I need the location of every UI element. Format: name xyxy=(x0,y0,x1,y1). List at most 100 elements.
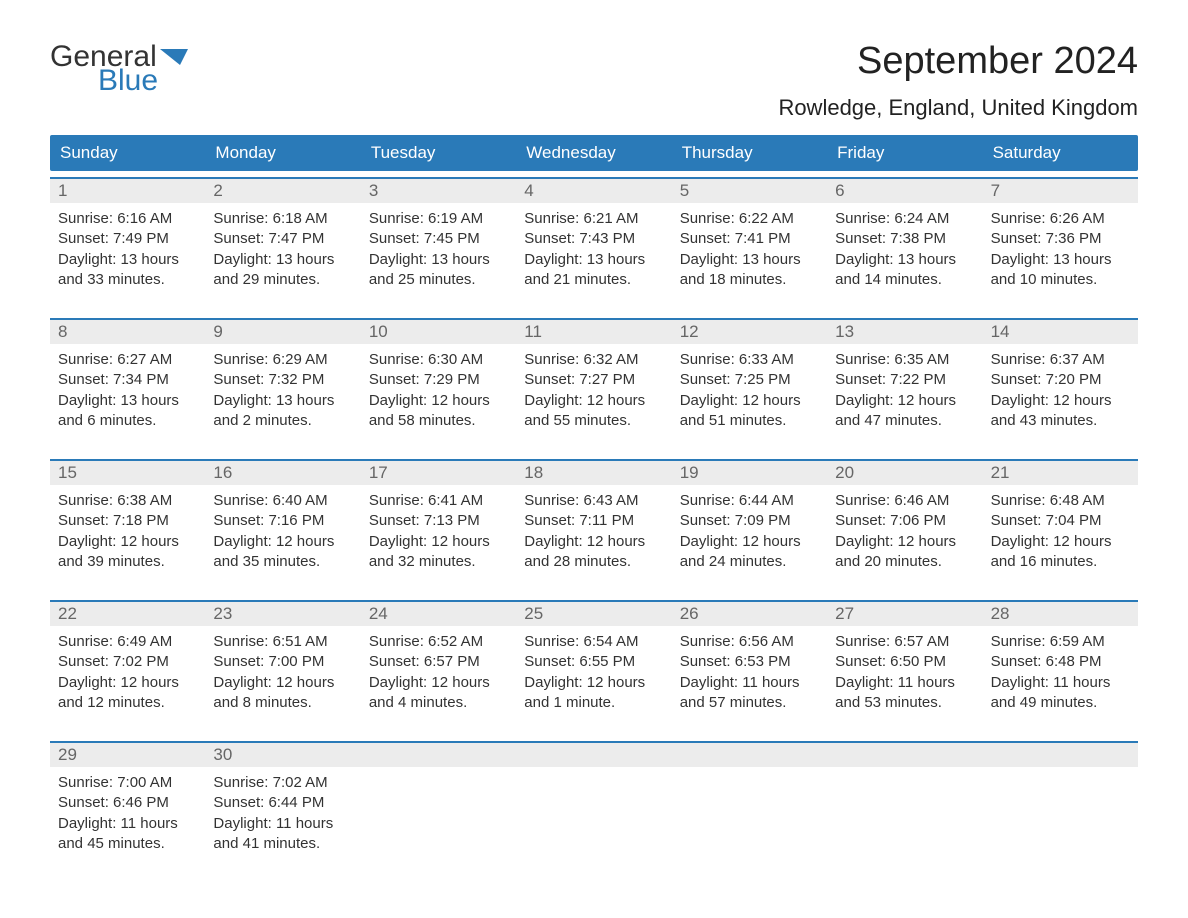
daylight-line-1: Daylight: 12 hours xyxy=(524,532,663,552)
daylight-line-2: and 14 minutes. xyxy=(835,270,974,290)
sunset-line: Sunset: 6:46 PM xyxy=(58,793,197,813)
weekday-wednesday: Wednesday xyxy=(516,135,671,171)
daylight-line-2: and 58 minutes. xyxy=(369,411,508,431)
weekday-friday: Friday xyxy=(827,135,982,171)
day-content: Sunrise: 6:40 AMSunset: 7:16 PMDaylight:… xyxy=(205,485,360,594)
daylight-line-2: and 45 minutes. xyxy=(58,834,197,854)
day-content: Sunrise: 6:22 AMSunset: 7:41 PMDaylight:… xyxy=(672,203,827,312)
day-content: Sunrise: 6:54 AMSunset: 6:55 PMDaylight:… xyxy=(516,626,671,735)
day-content: Sunrise: 6:18 AMSunset: 7:47 PMDaylight:… xyxy=(205,203,360,312)
daylight-line-2: and 21 minutes. xyxy=(524,270,663,290)
day-number: 13 xyxy=(835,322,854,341)
daylight-line-2: and 16 minutes. xyxy=(991,552,1130,572)
day-cell: 22 Sunrise: 6:49 AMSunset: 7:02 PMDayligh… xyxy=(50,600,205,735)
daylight-line-1: Daylight: 12 hours xyxy=(835,532,974,552)
day-content: Sunrise: 6:43 AMSunset: 7:11 PMDaylight:… xyxy=(516,485,671,594)
sunrise-line: Sunrise: 6:27 AM xyxy=(58,350,197,370)
day-number: 15 xyxy=(58,463,77,482)
day-content: Sunrise: 6:16 AMSunset: 7:49 PMDaylight:… xyxy=(50,203,205,312)
daylight-line-1: Daylight: 12 hours xyxy=(213,673,352,693)
weekday-thursday: Thursday xyxy=(672,135,827,171)
daylight-line-1: Daylight: 13 hours xyxy=(835,250,974,270)
daylight-line-1: Daylight: 13 hours xyxy=(213,391,352,411)
day-number: 24 xyxy=(369,604,388,623)
sunrise-line: Sunrise: 6:35 AM xyxy=(835,350,974,370)
day-number-row: 7 xyxy=(983,177,1138,203)
day-number: 22 xyxy=(58,604,77,623)
daylight-line-1: Daylight: 12 hours xyxy=(369,673,508,693)
day-number-row: 2 xyxy=(205,177,360,203)
day-number: 20 xyxy=(835,463,854,482)
sunrise-line: Sunrise: 6:44 AM xyxy=(680,491,819,511)
day-number-row: 19 xyxy=(672,459,827,485)
sunset-line: Sunset: 7:27 PM xyxy=(524,370,663,390)
daylight-line-2: and 24 minutes. xyxy=(680,552,819,572)
sunset-line: Sunset: 7:18 PM xyxy=(58,511,197,531)
sunrise-line: Sunrise: 6:46 AM xyxy=(835,491,974,511)
day-number: 10 xyxy=(369,322,388,341)
day-number-row: 26 xyxy=(672,600,827,626)
title-block: September 2024 Rowledge, England, United… xyxy=(778,40,1138,121)
daylight-line-1: Daylight: 12 hours xyxy=(524,391,663,411)
day-number-row: 1 xyxy=(50,177,205,203)
day-cell: 17Sunrise: 6:41 AMSunset: 7:13 PMDayligh… xyxy=(361,459,516,594)
day-number-row: . xyxy=(516,741,671,767)
day-number-row: 4 xyxy=(516,177,671,203)
day-cell: 19Sunrise: 6:44 AMSunset: 7:09 PMDayligh… xyxy=(672,459,827,594)
day-cell: 18Sunrise: 6:43 AMSunset: 7:11 PMDayligh… xyxy=(516,459,671,594)
sunset-line: Sunset: 6:55 PM xyxy=(524,652,663,672)
daylight-line-1: Daylight: 12 hours xyxy=(213,532,352,552)
sunrise-line: Sunrise: 6:29 AM xyxy=(213,350,352,370)
daylight-line-1: Daylight: 11 hours xyxy=(58,814,197,834)
day-number: 6 xyxy=(835,181,844,200)
day-number: 12 xyxy=(680,322,699,341)
daylight-line-2: and 2 minutes. xyxy=(213,411,352,431)
sunrise-line: Sunrise: 6:26 AM xyxy=(991,209,1130,229)
sunset-line: Sunset: 7:06 PM xyxy=(835,511,974,531)
day-number: 19 xyxy=(680,463,699,482)
day-number: 30 xyxy=(213,745,232,764)
day-cell: 24 Sunrise: 6:52 AMSunset: 6:57 PMDayligh… xyxy=(361,600,516,735)
day-content: Sunrise: 6:24 AMSunset: 7:38 PMDaylight:… xyxy=(827,203,982,312)
sunset-line: Sunset: 6:53 PM xyxy=(680,652,819,672)
daylight-line-1: Daylight: 13 hours xyxy=(524,250,663,270)
day-number-row: 3 xyxy=(361,177,516,203)
day-cell: 29Sunrise: 7:00 AMSunset: 6:46 PMDayligh… xyxy=(50,741,205,876)
day-cell: 13Sunrise: 6:35 AMSunset: 7:22 PMDayligh… xyxy=(827,318,982,453)
day-cell: . xyxy=(827,741,982,876)
weekday-tuesday: Tuesday xyxy=(361,135,516,171)
sunrise-line: Sunrise: 6:59 AM xyxy=(991,632,1130,652)
daylight-line-2: and 25 minutes. xyxy=(369,270,508,290)
month-title: September 2024 xyxy=(778,40,1138,83)
sunrise-line: Sunrise: 6:32 AM xyxy=(524,350,663,370)
sunrise-line: Sunrise: 6:41 AM xyxy=(369,491,508,511)
day-content: Sunrise: 7:00 AMSunset: 6:46 PMDaylight:… xyxy=(50,767,205,876)
daylight-line-1: Daylight: 13 hours xyxy=(213,250,352,270)
day-number: 5 xyxy=(680,181,689,200)
day-number: 3 xyxy=(369,181,378,200)
sunrise-line: Sunrise: 6:40 AM xyxy=(213,491,352,511)
day-cell: . xyxy=(983,741,1138,876)
day-cell: 7Sunrise: 6:26 AMSunset: 7:36 PMDaylight… xyxy=(983,177,1138,312)
day-content: Sunrise: 7:02 AMSunset: 6:44 PMDaylight:… xyxy=(205,767,360,876)
day-content: Sunrise: 6:52 AMSunset: 6:57 PMDaylight:… xyxy=(361,626,516,735)
daylight-line-1: Daylight: 11 hours xyxy=(991,673,1130,693)
sunset-line: Sunset: 7:45 PM xyxy=(369,229,508,249)
day-cell: 21Sunrise: 6:48 AMSunset: 7:04 PMDayligh… xyxy=(983,459,1138,594)
day-cell: 8Sunrise: 6:27 AMSunset: 7:34 PMDaylight… xyxy=(50,318,205,453)
day-cell: . xyxy=(361,741,516,876)
day-content: Sunrise: 6:49 AMSunset: 7:02 PMDaylight:… xyxy=(50,626,205,735)
day-cell: 15Sunrise: 6:38 AMSunset: 7:18 PMDayligh… xyxy=(50,459,205,594)
sunrise-line: Sunrise: 6:18 AM xyxy=(213,209,352,229)
day-number-row: 22 xyxy=(50,600,205,626)
day-cell: 25Sunrise: 6:54 AMSunset: 6:55 PMDayligh… xyxy=(516,600,671,735)
day-number-row: 27 xyxy=(827,600,982,626)
day-number-row: 16 xyxy=(205,459,360,485)
sunrise-line: Sunrise: 6:19 AM xyxy=(369,209,508,229)
day-content: Sunrise: 6:56 AMSunset: 6:53 PMDaylight:… xyxy=(672,626,827,735)
sunset-line: Sunset: 7:20 PM xyxy=(991,370,1130,390)
daylight-line-1: Daylight: 13 hours xyxy=(58,391,197,411)
sunrise-line: Sunrise: 6:30 AM xyxy=(369,350,508,370)
day-cell: . xyxy=(516,741,671,876)
daylight-line-1: Daylight: 13 hours xyxy=(58,250,197,270)
